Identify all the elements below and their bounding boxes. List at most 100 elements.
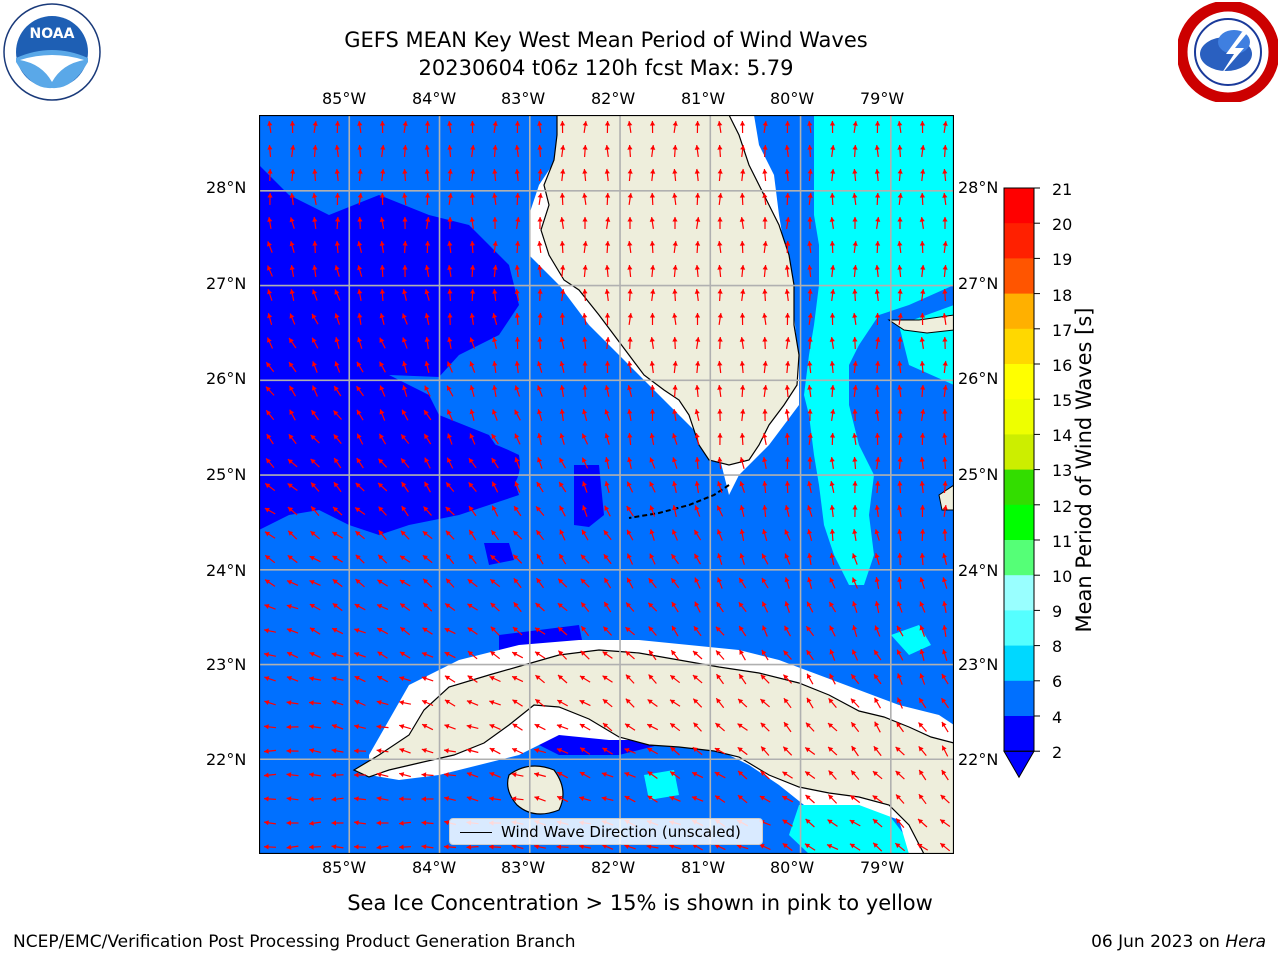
wind-arrow-head <box>897 385 903 390</box>
wind-arrow-head <box>470 265 476 270</box>
wind-arrow-head <box>827 819 833 825</box>
wind-arrow-head <box>785 337 791 342</box>
wind-arrow-head <box>287 483 293 489</box>
wind-arrow-head <box>289 265 295 270</box>
wind-arrow-head <box>717 145 723 150</box>
wind-arrow-head <box>695 241 701 246</box>
wind-arrow-head <box>762 241 768 246</box>
wind-arrow-head <box>852 577 857 583</box>
wind-arrow-head <box>423 602 429 608</box>
wind-arrow-head <box>401 434 406 440</box>
wind-arrow-head <box>399 676 405 681</box>
wind-arrow-head <box>264 700 270 705</box>
wind-arrow-head <box>580 578 586 584</box>
wind-arrow-head <box>536 506 541 512</box>
noaa-logo-text: NOAA <box>30 26 75 42</box>
wind-arrow-head <box>897 409 903 414</box>
wind-arrow-head <box>402 409 407 415</box>
wind-arrow-head <box>830 145 836 150</box>
wind-arrow-head <box>625 627 631 633</box>
wind-arrow-head <box>829 457 835 462</box>
wind-arrow-head <box>558 627 564 632</box>
wind-arrow-head <box>267 121 273 126</box>
wind-arrow-head <box>264 508 270 513</box>
wind-arrow-head <box>492 481 497 487</box>
wind-arrow-head <box>717 433 723 438</box>
wind-arrow-head <box>355 507 361 513</box>
wind-arrow-head <box>515 217 521 222</box>
cb-tick-11: 11 <box>1052 532 1073 551</box>
wind-arrow-head <box>421 676 427 681</box>
wind-arrow-head <box>784 409 790 414</box>
wind-arrow-head <box>266 362 272 368</box>
wind-arrow-head <box>602 844 608 849</box>
wind-arrow-head <box>942 649 947 655</box>
wind-arrow-head <box>762 361 768 366</box>
wind-arrow-head <box>647 771 653 777</box>
wind-arrow-head <box>740 409 746 414</box>
wind-arrow-head <box>334 241 340 246</box>
wind-arrow-head <box>852 313 858 318</box>
wind-arrow-head <box>919 457 925 462</box>
wind-arrow-head <box>444 844 449 850</box>
cb-tick-17: 17 <box>1052 321 1073 340</box>
wind-arrow-head <box>512 748 518 753</box>
wind-arrow-head <box>582 361 588 366</box>
wind-arrow-head <box>627 529 632 535</box>
wind-arrow-head <box>919 361 925 366</box>
wind-arrow-head <box>693 722 699 728</box>
wind-arrow-head <box>266 458 271 464</box>
wind-arrow-head <box>829 625 835 631</box>
wind-arrow-head <box>559 241 565 246</box>
wind-arrow-head <box>424 361 430 367</box>
wind-arrow-head <box>851 746 857 752</box>
wind-arrow-head <box>917 843 923 849</box>
wind-arrow-head <box>852 169 858 174</box>
wind-arrow-head <box>649 217 655 222</box>
wind-arrow-head <box>918 794 924 800</box>
wind-arrow-head <box>604 601 609 608</box>
wind-arrow-head <box>582 505 587 511</box>
wind-arrow-head <box>829 361 835 366</box>
wind-arrow-head <box>693 651 699 656</box>
wind-arrow-head <box>627 577 632 583</box>
wind-arrow-head <box>357 217 363 222</box>
wind-arrow-head <box>447 121 453 126</box>
wind-arrow-head <box>537 337 543 342</box>
high-period-region-southeast <box>789 805 919 854</box>
wind-arrow-head <box>897 673 902 679</box>
wind-arrow-head <box>559 433 565 439</box>
wind-arrow-head <box>829 313 836 318</box>
wind-arrow-head <box>672 193 678 198</box>
wind-arrow-head <box>692 675 698 680</box>
wind-arrow-head <box>355 554 361 560</box>
wind-arrow-head <box>534 748 540 754</box>
wind-arrow-head <box>334 386 339 392</box>
wind-arrow-head <box>807 409 813 414</box>
wind-arrow-head <box>399 748 405 753</box>
wind-arrow-head <box>942 121 948 126</box>
wind-arrow-head <box>557 772 563 777</box>
wind-arrow-head <box>537 145 543 150</box>
wind-arrow-head <box>489 772 495 777</box>
wind-arrow-head <box>402 385 408 391</box>
wind-arrow-head <box>875 193 881 198</box>
wind-arrow-head <box>804 843 811 849</box>
wind-arrow-head <box>830 385 836 390</box>
wind-arrow-head <box>511 844 517 850</box>
wind-arrow-head <box>267 265 272 271</box>
wind-arrow-head <box>897 505 903 511</box>
wind-arrow-head <box>469 337 475 343</box>
wind-arrow-head <box>717 217 723 222</box>
wind-arrow-head <box>806 626 812 632</box>
wind-arrow-head <box>444 628 450 633</box>
wind-arrow-head <box>895 746 901 752</box>
wind-arrow-head <box>625 674 631 680</box>
wind-arrow-head <box>627 433 633 438</box>
wind-arrow-head <box>287 555 293 561</box>
wind-arrow-head <box>739 457 745 463</box>
wind-arrow-head <box>582 409 588 415</box>
wind-arrow-head <box>559 385 565 390</box>
wind-arrow-head <box>604 313 611 318</box>
wind-arrow-head <box>807 121 813 126</box>
